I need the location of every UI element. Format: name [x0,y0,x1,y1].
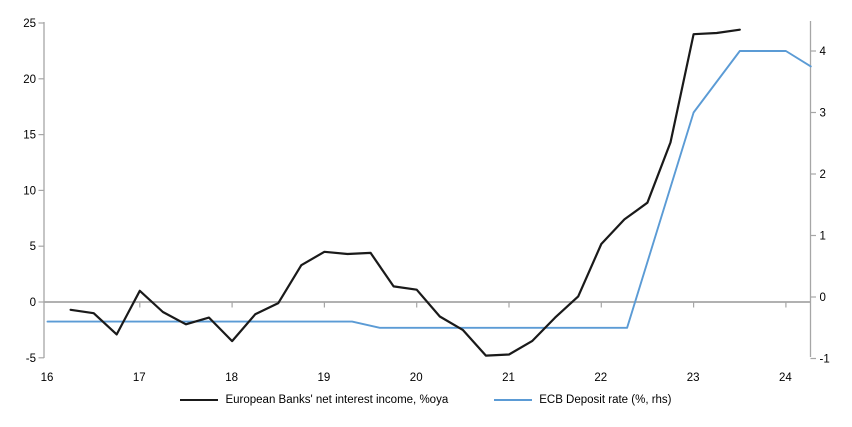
black-line-swatch [180,399,219,401]
ecb-deposit-rate-line [46,50,812,329]
x-axis-label: 19 [318,372,331,384]
right-axis-label: 2 [820,169,826,181]
left-axis-label: 15 [23,130,36,142]
left-axis-label: 20 [23,74,36,86]
net-interest-income-line [69,28,741,357]
left-axis-label: 0 [30,297,36,309]
legend-label-net-interest-income: European Banks' net interest income, %oy… [225,394,449,406]
x-axis-label: 21 [502,372,515,384]
right-axis-label: 4 [820,46,827,58]
x-axis-label: 24 [779,372,792,384]
x-axis-label: 23 [687,372,700,384]
legend: European Banks' net interest income, %oy… [0,394,852,406]
right-axis-label: 3 [820,108,826,120]
legend-label-ecb-deposit-rate: ECB Deposit rate (%, rhs) [539,394,672,406]
left-axis-label: 10 [23,185,36,197]
x-axis-label: 17 [133,372,146,384]
left-axis-label: 5 [30,241,36,253]
x-axis-label: 18 [225,372,238,384]
x-axis-label: 20 [410,372,423,384]
legend-item-net-interest-income: European Banks' net interest income, %oy… [180,394,448,406]
x-axis-label: 22 [594,372,607,384]
blue-line-swatch [494,399,533,401]
left-axis-label: 25 [23,18,36,30]
right-axis-label: 1 [820,231,826,243]
left-axis-label: -5 [26,353,36,365]
right-axis-label: -1 [820,354,830,366]
right-axis-label: 0 [820,292,826,304]
legend-item-ecb-deposit-rate: ECB Deposit rate (%, rhs) [494,394,672,406]
x-axis-label: 16 [41,372,54,384]
